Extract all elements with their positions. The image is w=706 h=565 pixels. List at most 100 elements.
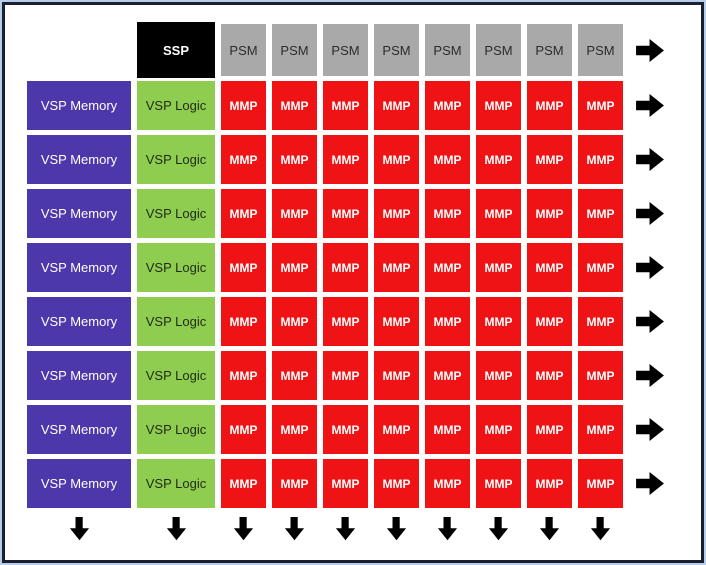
mmp-cell: MMP [578,189,623,238]
column-output-arrow [476,513,521,549]
mmp-cell: MMP [578,297,623,346]
mmp-cell: MMP [425,243,470,292]
mmp-cell: MMP [374,243,419,292]
row-output-arrow [629,24,671,76]
mmp-cell: MMP [425,135,470,184]
mmp-cell: MMP [374,81,419,130]
column-output-arrow [137,513,215,549]
right-arrow-icon [635,201,664,226]
down-arrow-icon [69,517,89,541]
mmp-cell: MMP [272,243,317,292]
column-output-arrow [27,513,131,549]
vsp-memory-cell: VSP Memory [27,351,131,400]
mmp-cell: MMP [527,135,572,184]
vsp-logic-cell: VSP Logic [137,81,215,130]
mmp-cell: MMP [221,189,266,238]
row-output-arrow [629,351,671,400]
mmp-cell: MMP [578,459,623,508]
psm-cell: PSM [425,24,470,76]
right-arrow-icon [635,255,664,280]
mmp-cell: MMP [323,459,368,508]
vsp-memory-cell: VSP Memory [27,81,131,130]
down-arrow-icon [539,517,560,541]
mmp-cell: MMP [476,189,521,238]
row-output-arrow [629,459,671,508]
mmp-cell: MMP [374,189,419,238]
down-arrow-icon [590,517,611,541]
psm-cell: PSM [578,24,623,76]
mmp-cell: MMP [527,243,572,292]
mmp-cell: MMP [527,351,572,400]
vsp-logic-cell: VSP Logic [137,405,215,454]
column-output-arrow [221,513,266,549]
mmp-cell: MMP [476,297,521,346]
down-arrow-icon [166,517,186,541]
vsp-logic-cell: VSP Logic [137,135,215,184]
vsp-logic-cell: VSP Logic [137,459,215,508]
mmp-cell: MMP [323,135,368,184]
psm-cell: PSM [374,24,419,76]
mmp-cell: MMP [221,351,266,400]
down-arrow-icon [284,517,305,541]
mmp-cell: MMP [476,405,521,454]
mmp-cell: MMP [527,189,572,238]
mmp-cell: MMP [527,459,572,508]
row-output-arrow [629,297,671,346]
mmp-cell: MMP [221,81,266,130]
mmp-cell: MMP [527,405,572,454]
mmp-cell: MMP [374,351,419,400]
vsp-memory-cell: VSP Memory [27,405,131,454]
down-arrow-icon [488,517,509,541]
vsp-memory-cell: VSP Memory [27,243,131,292]
mmp-cell: MMP [425,405,470,454]
psm-cell: PSM [272,24,317,76]
mmp-cell: MMP [476,351,521,400]
mmp-cell: MMP [221,405,266,454]
mmp-cell: MMP [578,243,623,292]
right-arrow-icon [635,309,664,334]
mmp-cell: MMP [374,135,419,184]
mmp-cell: MMP [527,297,572,346]
row-output-arrow [629,405,671,454]
down-arrow-icon [386,517,407,541]
vsp-memory-cell: VSP Memory [27,189,131,238]
vsp-memory-cell: VSP Memory [27,297,131,346]
ssp-cell: SSP [137,22,215,78]
architecture-grid: SSP PSM PSM PSM PSM PSM PSM PSM PSM VSP Memory VSP… [5,5,701,549]
mmp-cell: MMP [578,405,623,454]
right-arrow-icon [635,471,664,496]
vsp-logic-cell: VSP Logic [137,297,215,346]
mmp-cell: MMP [374,405,419,454]
mmp-cell: MMP [272,459,317,508]
psm-cell: PSM [323,24,368,76]
mmp-cell: MMP [221,297,266,346]
mmp-cell: MMP [323,81,368,130]
vsp-logic-cell: VSP Logic [137,243,215,292]
psm-cell: PSM [476,24,521,76]
column-output-arrow [425,513,470,549]
mmp-cell: MMP [323,351,368,400]
down-arrow-icon [437,517,458,541]
mmp-cell: MMP [425,351,470,400]
right-arrow-icon [635,147,664,172]
mmp-cell: MMP [323,243,368,292]
vsp-logic-cell: VSP Logic [137,189,215,238]
mmp-cell: MMP [476,81,521,130]
mmp-cell: MMP [527,81,572,130]
mmp-cell: MMP [272,297,317,346]
column-output-arrow [527,513,572,549]
row-output-arrow [629,135,671,184]
mmp-cell: MMP [578,351,623,400]
mmp-cell: MMP [323,297,368,346]
mmp-cell: MMP [272,135,317,184]
column-output-arrow [272,513,317,549]
column-output-arrow [578,513,623,549]
mmp-cell: MMP [425,81,470,130]
vsp-memory-cell: VSP Memory [27,459,131,508]
mmp-cell: MMP [272,351,317,400]
mmp-cell: MMP [323,189,368,238]
bottom-right-spacer [629,513,671,549]
header-spacer [27,24,131,76]
